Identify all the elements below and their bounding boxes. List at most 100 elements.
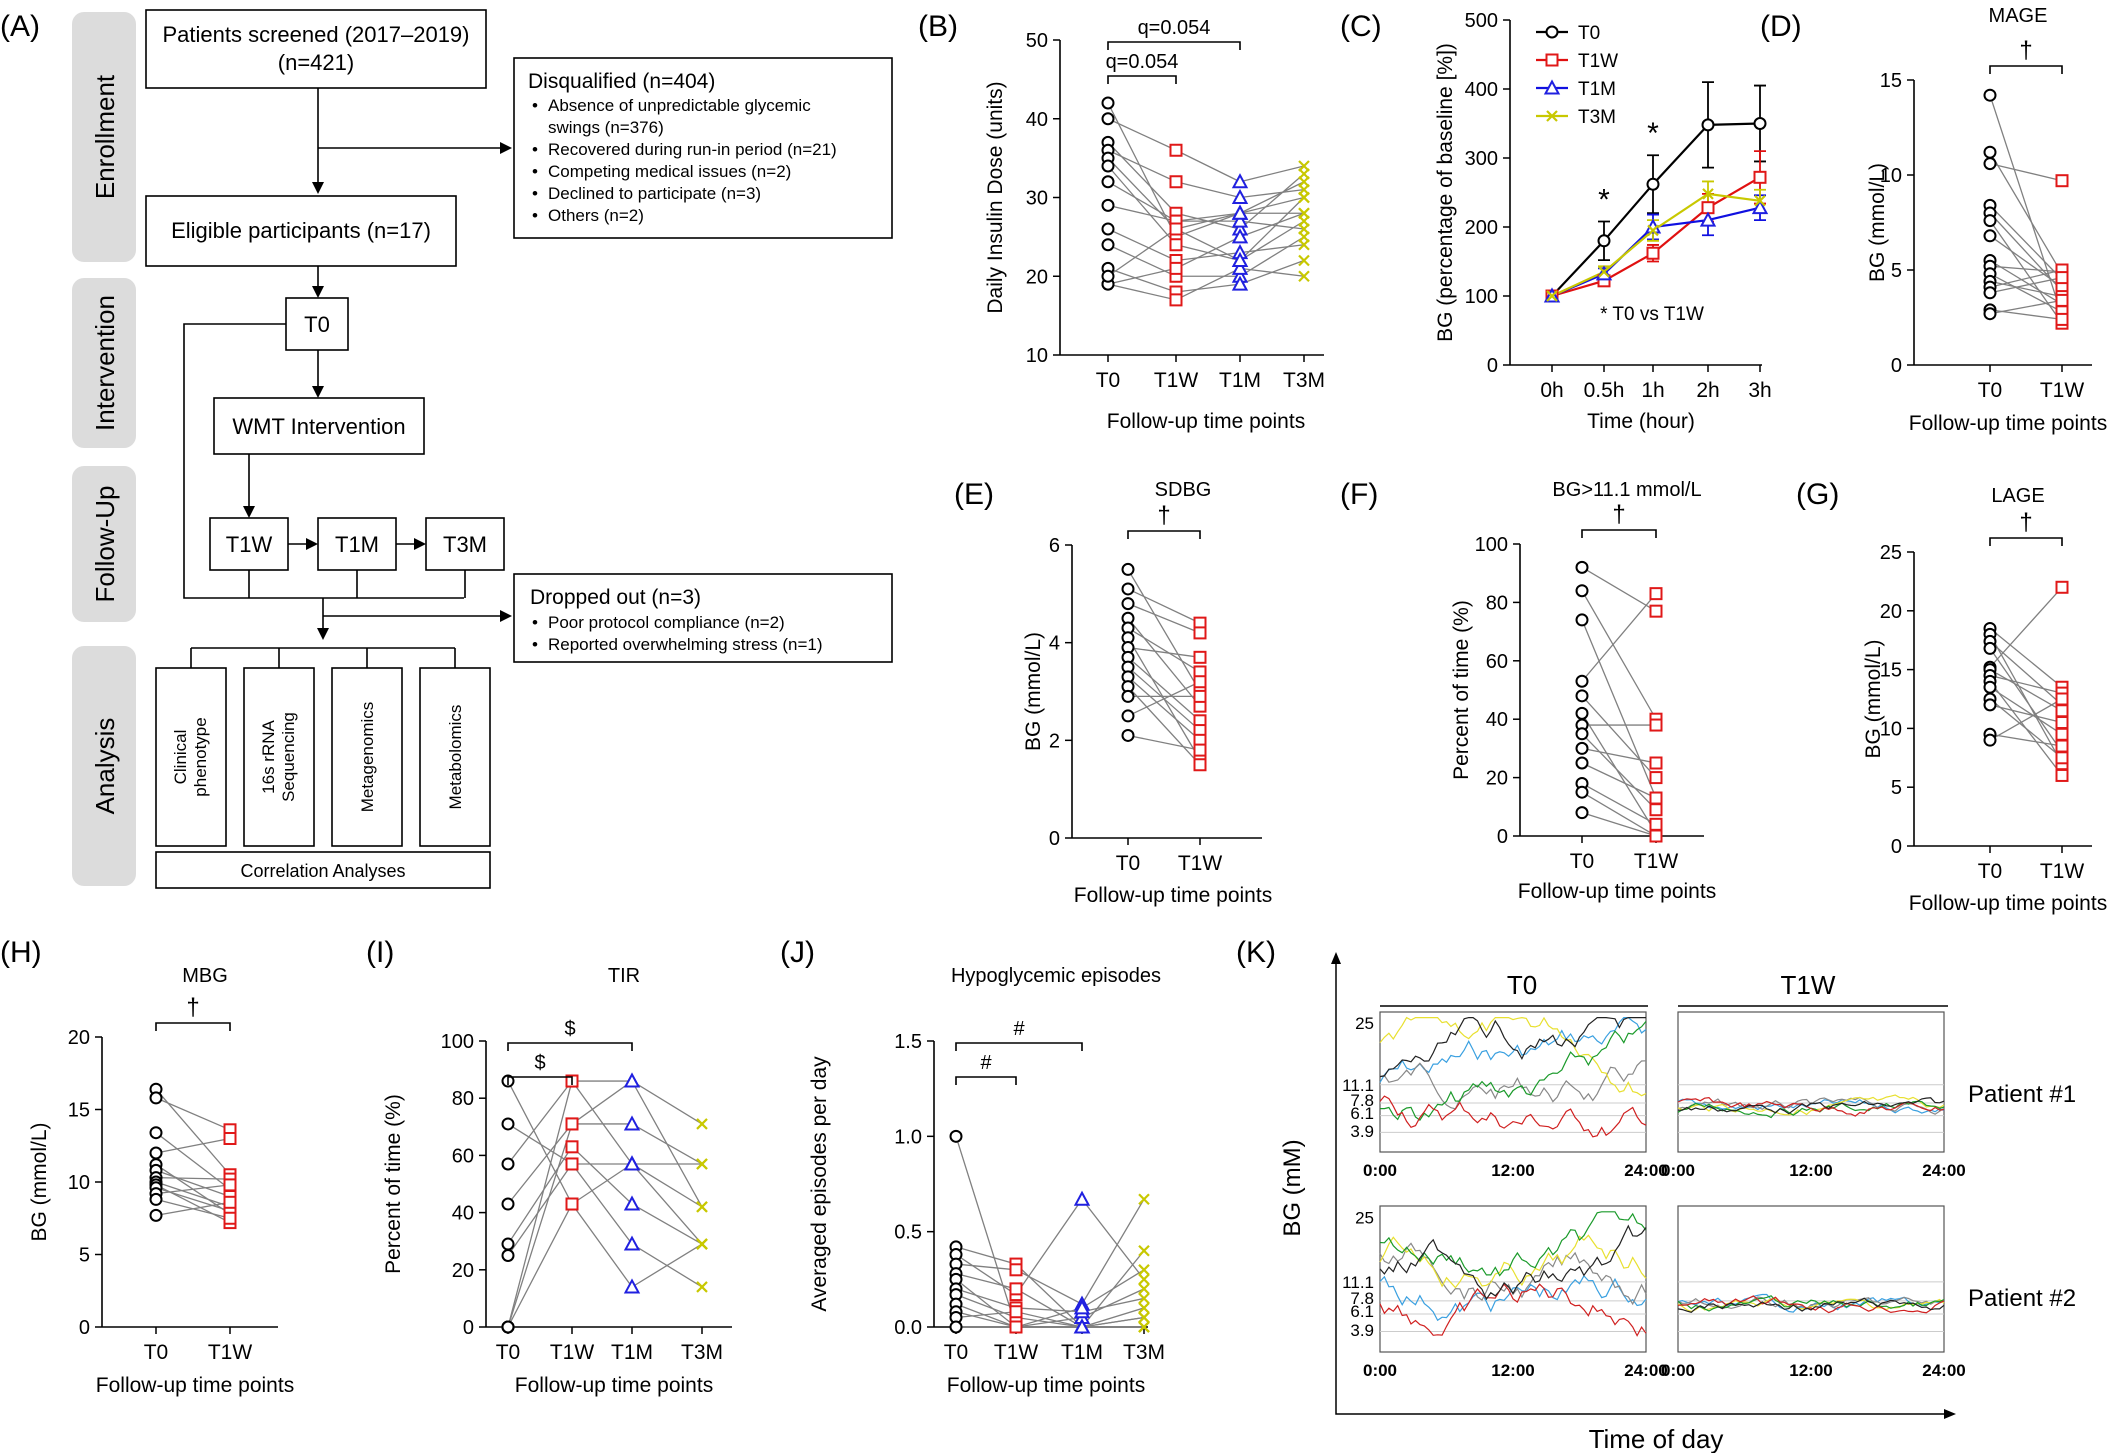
subject-line (955, 1198, 1145, 1305)
data-point (1009, 1263, 1023, 1277)
data-point (2055, 692, 2069, 706)
stage-followup-label: Follow-Up (90, 485, 120, 602)
y-tick-label: 10 (68, 1172, 90, 1194)
cgm-trace (1677, 1096, 1945, 1117)
chart-f: 0 20 40 60 80 100 T0 T1W Percent of time (%) Foll… (1450, 479, 1716, 903)
data-point (1983, 733, 1997, 747)
data-point (501, 1157, 515, 1171)
data-point (2055, 751, 2069, 765)
data-point (1649, 817, 1663, 831)
intervention-box (213, 397, 425, 455)
cgm-trace (1379, 1017, 1646, 1078)
subject-line (1127, 646, 1201, 658)
dropped-title: Dropped out (n=3) (530, 586, 701, 609)
y-tick-label: 80 (452, 1088, 474, 1110)
subject-line (1989, 273, 2063, 313)
connector-t0-loop (183, 323, 464, 599)
y-tick-label: 60 (452, 1145, 474, 1167)
panel-letter-j: (J) (780, 936, 815, 969)
data-point (565, 1140, 579, 1154)
subject-line (955, 1311, 1144, 1328)
cgm-plot (1677, 1011, 1945, 1153)
significance-label: q=0.054 (1106, 51, 1179, 73)
y-tick-label: 5 (1891, 777, 1902, 799)
significance-bracket (955, 1042, 1083, 1051)
x-axis-label: Follow-up time points (1909, 412, 2107, 435)
data-point (2055, 580, 2069, 594)
x-tick-label: T1M (1061, 1341, 1103, 1364)
chart-title: MBG (182, 965, 228, 987)
subject-line (1127, 656, 1201, 722)
subject-line (955, 1269, 1145, 1328)
data-point (1138, 1292, 1150, 1305)
x-tick-label: T0 (1116, 852, 1141, 875)
t1m-label: T1M (335, 532, 379, 557)
significance-bracket (507, 1042, 633, 1051)
significance-star: * (1647, 117, 1659, 150)
subject-line (1581, 782, 1657, 825)
cgm-trace (1677, 1295, 1945, 1312)
data-point (149, 1091, 163, 1105)
y-tick-label: 20 (1026, 266, 1048, 288)
data-point (501, 1197, 515, 1211)
stage-analysis-label: Analysis (90, 718, 120, 815)
subject-line (1989, 634, 2063, 764)
data-point (1121, 582, 1135, 596)
data-point (1009, 1305, 1023, 1319)
subject-line (1127, 686, 1201, 766)
y-tick-label: 200 (1465, 217, 1498, 239)
data-point (1101, 159, 1115, 173)
y-axis-label: Percent of time (%) (1450, 600, 1473, 780)
data-point (1753, 117, 1767, 130)
data-point (2055, 271, 2069, 285)
y-tick-label: 1.0 (894, 1126, 922, 1148)
significance-label: # (980, 1052, 992, 1074)
data-point (949, 1129, 963, 1143)
k-header-t1w: T1W (1781, 970, 1836, 1000)
y-tick-label: 0 (1497, 826, 1508, 848)
subject-line (1989, 586, 2063, 668)
disqualified-item: Declined to participate (n=3) (548, 184, 761, 203)
x-tick-label: 1h (1641, 379, 1664, 402)
data-point (1983, 145, 1997, 159)
subject-line (1989, 299, 2063, 315)
x-tick-label: 2h (1696, 379, 1719, 402)
x-tick-label: T0 (144, 1341, 169, 1364)
data-point (1138, 1193, 1150, 1206)
data-point (1702, 188, 1714, 200)
y-axis-label: BG (mmol/L) (1862, 639, 1885, 758)
data-point (1753, 170, 1767, 184)
chart-title: BG>11.1 mmol/L (1552, 479, 1701, 501)
subject-line (1989, 698, 2063, 741)
y-tick-label: 10 (1880, 165, 1902, 187)
x-axis-label: Time (hour) (1587, 410, 1695, 433)
significance-bracket (1989, 65, 2063, 74)
subject-line (155, 1097, 231, 1131)
data-point (1231, 188, 1249, 204)
data-point (223, 1132, 237, 1145)
data-point (1169, 175, 1183, 189)
data-point (1546, 110, 1558, 122)
legend-label: T1M (1578, 79, 1616, 100)
y-tick-label: 1.5 (894, 1031, 922, 1053)
chart-c: 0 100 200 300 400 500 0h 0.5h 1h 2h 3h BG (percenta… (1434, 10, 1772, 433)
subject-line (1989, 276, 2063, 294)
cgm-trace (1379, 1224, 1647, 1301)
cgm-x-label: 12:00 (1491, 1361, 1534, 1380)
k-ylabel: BG (mM) (1279, 1139, 1306, 1236)
cgm-trace (1677, 1096, 1945, 1115)
cgm-y-label: 7.8 (1350, 1091, 1374, 1110)
subject-line (155, 1177, 231, 1180)
data-point (223, 1195, 237, 1209)
cgm-x-label: 12:00 (1789, 1361, 1832, 1380)
data-point (501, 1249, 515, 1262)
chart-title: MAGE (1989, 5, 2048, 27)
data-point (1193, 689, 1207, 703)
cgm-y-label: 3.9 (1350, 1321, 1374, 1340)
arrowhead (312, 386, 324, 398)
arrowhead (312, 286, 324, 298)
subject-line (1107, 267, 1305, 301)
y-tick-label: 6 (1049, 535, 1060, 557)
significance-star: * (1598, 183, 1610, 216)
